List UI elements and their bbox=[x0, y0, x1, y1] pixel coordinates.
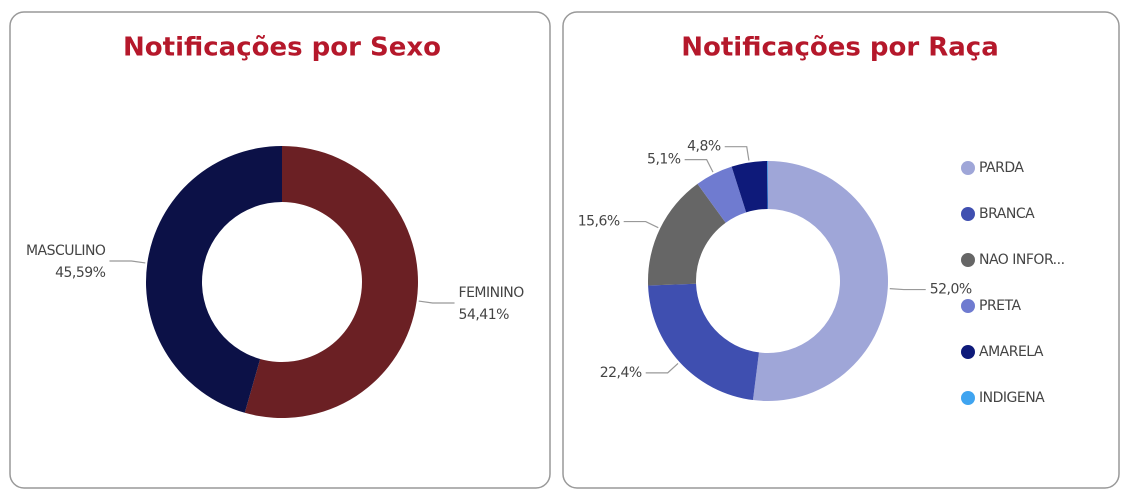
legend-label: PARDA bbox=[979, 160, 1024, 176]
leader-line bbox=[109, 260, 146, 264]
donut-slice bbox=[648, 183, 726, 286]
leader-line bbox=[684, 159, 714, 173]
legend-swatch bbox=[961, 161, 975, 175]
donut-slice bbox=[752, 161, 888, 401]
data-label: 15,6% bbox=[578, 214, 620, 230]
legend-swatch bbox=[961, 299, 975, 313]
legend-swatch bbox=[961, 253, 975, 267]
data-label: MASCULINO bbox=[26, 243, 106, 259]
legend-label: INDIGENA bbox=[979, 390, 1045, 406]
legend-label: PRETA bbox=[979, 298, 1021, 314]
leader-line bbox=[889, 288, 926, 291]
data-label: 22,4% bbox=[600, 365, 642, 381]
legend-label: BRANCA bbox=[979, 206, 1035, 222]
chart-title: Notificações por Sexo bbox=[123, 33, 441, 63]
legend-swatch bbox=[961, 391, 975, 405]
data-label: 54,41% bbox=[459, 307, 510, 323]
data-label: FEMININO bbox=[459, 285, 525, 301]
leader-line bbox=[645, 362, 679, 374]
donut-slice bbox=[648, 283, 759, 401]
legend-label: NAO INFOR... bbox=[979, 252, 1065, 268]
donut-slice bbox=[244, 146, 419, 418]
legend-label: AMARELA bbox=[979, 344, 1044, 360]
legend-swatch bbox=[961, 207, 975, 221]
donut-slice bbox=[146, 146, 282, 413]
data-label: 5,1% bbox=[647, 152, 681, 168]
data-label: 52,0% bbox=[930, 282, 972, 298]
donut-slice bbox=[767, 161, 768, 210]
data-label: 4,8% bbox=[687, 139, 721, 155]
chart-title: Notificações por Raça bbox=[681, 33, 999, 63]
leader-line bbox=[418, 300, 455, 304]
leader-line bbox=[623, 220, 659, 229]
data-label: 45,59% bbox=[55, 265, 106, 281]
panel bbox=[9, 11, 551, 489]
legend-swatch bbox=[961, 345, 975, 359]
leader-line bbox=[724, 146, 750, 161]
donut-slice bbox=[731, 161, 768, 213]
donut-slice bbox=[697, 166, 747, 223]
